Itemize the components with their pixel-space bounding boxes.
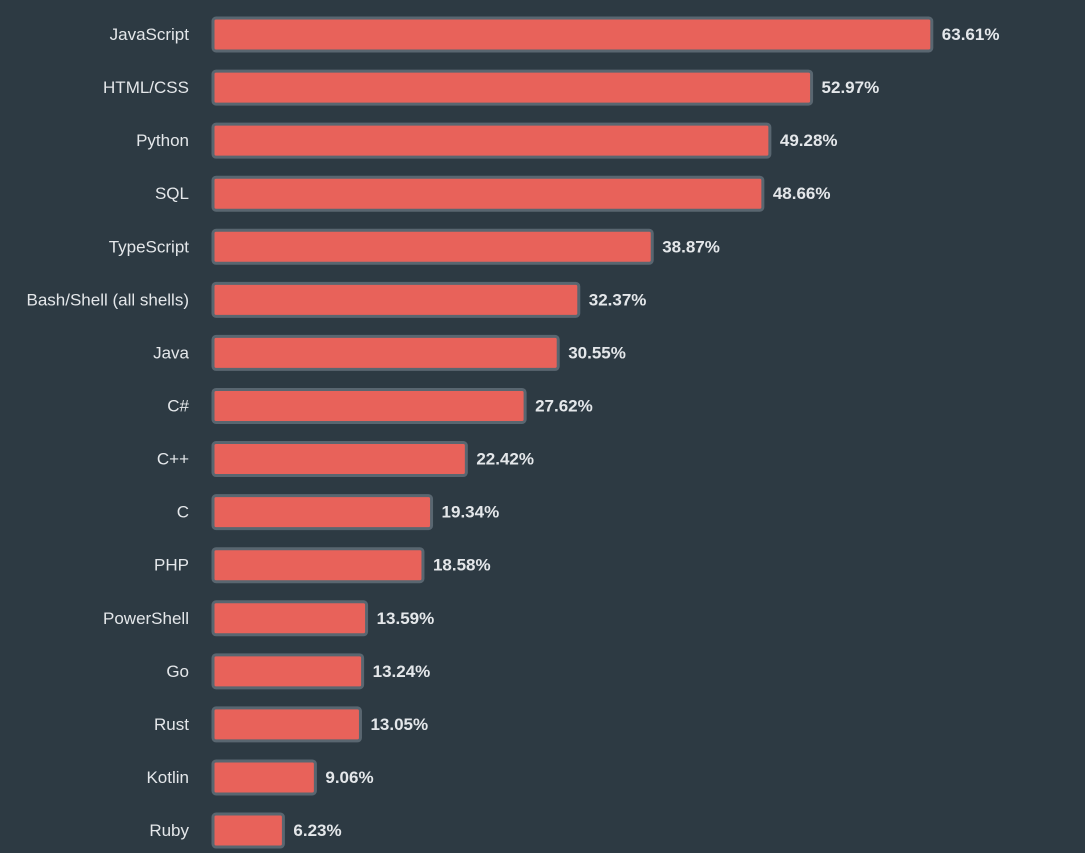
bar-java[interactable] xyxy=(211,334,560,371)
category-label-cpp: C++ xyxy=(157,450,189,469)
category-label-kotlin: Kotlin xyxy=(146,768,189,787)
category-label-java: Java xyxy=(153,343,189,362)
value-label-python: 49.28% xyxy=(780,131,838,150)
bar-javascript[interactable] xyxy=(211,16,934,53)
bar-rust[interactable] xyxy=(211,706,362,743)
value-label-c: 19.34% xyxy=(442,503,500,522)
value-label-html-css: 52.97% xyxy=(822,78,880,97)
value-label-sql: 48.66% xyxy=(773,184,831,203)
value-label-bash-shell-all-shells: 32.37% xyxy=(589,290,647,309)
value-label-c-sharp: 27.62% xyxy=(535,396,593,415)
bar-python[interactable] xyxy=(211,122,772,159)
category-label-c: C xyxy=(177,503,189,522)
category-label-php: PHP xyxy=(154,556,189,575)
category-label-sql: SQL xyxy=(155,184,189,203)
value-label-go: 13.24% xyxy=(373,662,431,681)
value-label-typescript: 38.87% xyxy=(662,237,720,256)
bar-bash-shell-all-shells[interactable] xyxy=(211,281,581,318)
value-label-javascript: 63.61% xyxy=(942,25,1000,44)
value-label-cpp: 22.42% xyxy=(476,450,534,469)
category-label-go: Go xyxy=(166,662,189,681)
bar-typescript[interactable] xyxy=(211,228,654,265)
category-label-powershell: PowerShell xyxy=(103,609,189,628)
bar-c[interactable] xyxy=(211,494,434,531)
value-label-rust: 13.05% xyxy=(370,715,428,734)
bar-html-css[interactable] xyxy=(211,69,814,106)
category-label-bash-shell-all-shells: Bash/Shell (all shells) xyxy=(26,290,189,309)
category-label-typescript: TypeScript xyxy=(109,237,190,256)
category-label-javascript: JavaScript xyxy=(110,25,190,44)
value-label-php: 18.58% xyxy=(433,556,491,575)
bar-kotlin[interactable] xyxy=(211,759,317,796)
category-label-c-sharp: C# xyxy=(167,396,189,415)
value-label-java: 30.55% xyxy=(568,343,626,362)
value-label-powershell: 13.59% xyxy=(377,609,435,628)
category-label-rust: Rust xyxy=(154,715,189,734)
bar-ruby[interactable] xyxy=(211,812,285,849)
bar-sql[interactable] xyxy=(211,175,765,212)
bar-cpp[interactable] xyxy=(211,441,468,478)
bar-php[interactable] xyxy=(211,547,425,584)
bar-c-sharp[interactable] xyxy=(211,387,527,424)
value-label-ruby: 6.23% xyxy=(293,821,341,840)
bar-powershell[interactable] xyxy=(211,600,369,637)
category-label-python: Python xyxy=(136,131,189,150)
bar-go[interactable] xyxy=(211,653,365,690)
category-label-ruby: Ruby xyxy=(149,821,189,840)
category-label-html-css: HTML/CSS xyxy=(103,78,189,97)
value-label-kotlin: 9.06% xyxy=(325,768,373,787)
